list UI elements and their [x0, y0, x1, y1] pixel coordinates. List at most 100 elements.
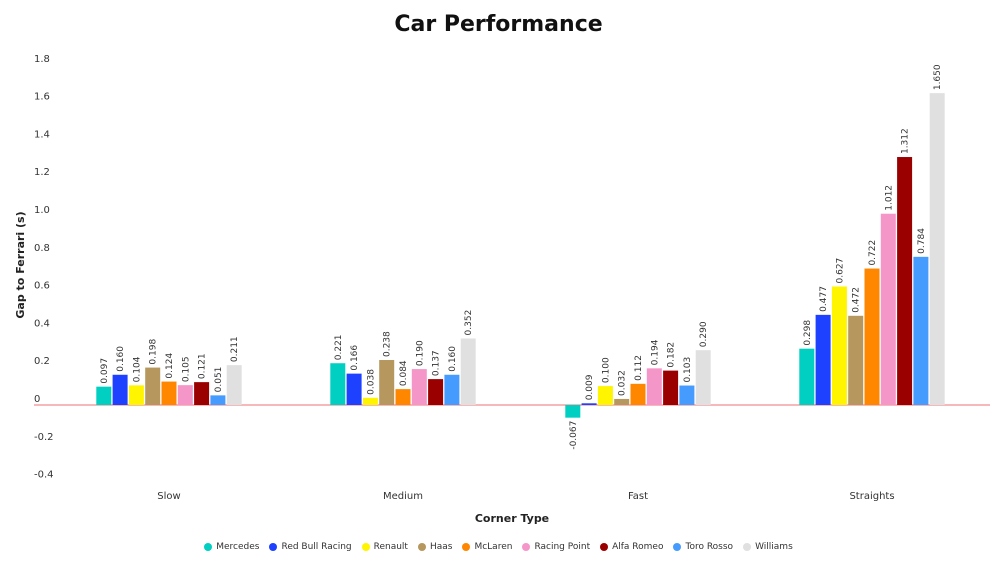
data-label: 0.190	[415, 340, 425, 366]
legend-label: Williams	[755, 542, 793, 552]
bar-alfa-romeo	[663, 370, 679, 405]
y-tick-label: 0	[34, 394, 40, 405]
bar-renault	[362, 397, 378, 405]
data-label: 0.627	[835, 258, 845, 284]
data-label: 0.477	[819, 286, 829, 312]
x-tick-label: Straights	[849, 491, 894, 502]
legend-item[interactable]: McLaren	[462, 542, 512, 552]
data-label: 0.124	[165, 353, 175, 379]
data-label: 0.290	[699, 321, 709, 347]
legend-item[interactable]: Alfa Romeo	[600, 542, 663, 552]
bar-red-bull-racing	[581, 403, 597, 405]
legend-marker-icon	[462, 543, 471, 551]
legend-item[interactable]: Toro Rosso	[673, 542, 733, 552]
data-label: 0.009	[585, 374, 595, 400]
legend: Mercedes Red Bull Racing Renault Haas McLare…	[0, 542, 997, 552]
data-label: 0.038	[366, 369, 376, 395]
bar-mclaren	[395, 389, 411, 405]
y-tick-label: 0.4	[34, 318, 50, 329]
bar-racing-point	[411, 369, 427, 405]
bar-toro-rosso	[913, 256, 929, 405]
legend-marker-icon	[600, 543, 609, 551]
bar-alfa-romeo	[428, 379, 444, 405]
y-tick-label: 1.6	[34, 92, 50, 103]
legend-marker-icon	[361, 543, 370, 551]
legend-marker-icon	[417, 543, 426, 551]
bar-racing-point	[880, 213, 896, 405]
legend-item[interactable]: Racing Point	[522, 542, 590, 552]
data-label: 0.166	[350, 345, 360, 371]
bar-toro-rosso	[210, 395, 226, 405]
bar-williams	[695, 350, 711, 405]
data-label: 0.198	[149, 339, 159, 365]
bar-renault	[597, 386, 613, 405]
y-tick-label: 0.6	[34, 281, 50, 292]
data-label: 0.121	[198, 353, 208, 379]
bar-mclaren	[630, 383, 646, 405]
data-label: 0.211	[230, 336, 240, 362]
bar-red-bull-racing	[112, 374, 128, 405]
bar-mercedes	[96, 386, 112, 405]
bar-williams	[226, 365, 242, 405]
y-tick-label: 1.0	[34, 205, 50, 216]
y-tick-label: 1.4	[34, 129, 50, 140]
legend-marker-icon	[673, 543, 682, 551]
bar-williams	[929, 93, 945, 406]
bar-toro-rosso	[444, 374, 460, 405]
data-label: 1.012	[884, 185, 894, 211]
bar-alfa-romeo	[194, 382, 210, 405]
data-label: 1.650	[933, 64, 943, 90]
data-label: 0.472	[852, 287, 862, 313]
legend-marker-icon	[743, 543, 752, 551]
legend-label: Red Bull Racing	[281, 542, 352, 552]
bar-red-bull-racing	[346, 373, 362, 405]
legend-label: McLaren	[474, 542, 513, 552]
data-label: 0.112	[634, 355, 644, 381]
y-tick-label: -0.4	[34, 470, 54, 481]
data-label: 0.103	[683, 357, 693, 383]
y-tick-label: 0.8	[34, 243, 50, 254]
data-label: 0.194	[650, 339, 660, 365]
legend-item[interactable]: Williams	[743, 542, 793, 552]
bar-racing-point	[646, 368, 662, 405]
y-axis-label: Gap to Ferrari (s)	[14, 211, 27, 318]
legend-label: Racing Point	[534, 542, 591, 552]
data-label: 0.084	[399, 360, 409, 386]
bar-racing-point	[177, 385, 193, 405]
bar-toro-rosso	[679, 385, 695, 405]
bar-alfa-romeo	[897, 157, 913, 405]
y-tick-label: 1.2	[34, 167, 50, 178]
y-tick-label: 0.2	[34, 356, 50, 367]
bar-mercedes	[330, 363, 346, 405]
data-label: -0.067	[569, 421, 579, 450]
legend-item[interactable]: Red Bull Racing	[269, 542, 352, 552]
legend-label: Mercedes	[216, 542, 260, 552]
bar-haas	[614, 398, 630, 405]
data-label: 0.051	[214, 367, 224, 393]
data-label: 0.238	[383, 331, 393, 357]
data-label: 0.105	[181, 356, 191, 382]
data-label: 0.722	[868, 240, 878, 266]
data-label: 0.160	[448, 346, 458, 372]
data-label: 0.104	[132, 356, 142, 382]
y-tick-label: 1.8	[34, 54, 50, 65]
x-axis-label: Corner Type	[475, 512, 549, 525]
chart-title: Car Performance	[394, 12, 603, 37]
bar-haas	[379, 360, 395, 405]
legend-item[interactable]: Haas	[417, 542, 452, 552]
data-label: 0.298	[803, 320, 813, 346]
bar-mercedes	[799, 348, 815, 405]
data-label: 0.032	[618, 370, 628, 396]
bar-mclaren	[161, 381, 177, 405]
legend-item[interactable]: Renault	[361, 542, 408, 552]
legend-label: Renault	[373, 542, 408, 552]
legend-item[interactable]: Mercedes	[204, 542, 259, 552]
bar-renault	[831, 286, 847, 405]
y-tick-label: -0.2	[34, 432, 54, 443]
bar-haas	[145, 367, 161, 405]
data-label: 0.100	[601, 357, 611, 383]
bar-renault	[128, 385, 144, 405]
data-label: 0.221	[334, 334, 344, 360]
bar-williams	[460, 338, 476, 405]
data-label: 0.784	[917, 228, 927, 254]
